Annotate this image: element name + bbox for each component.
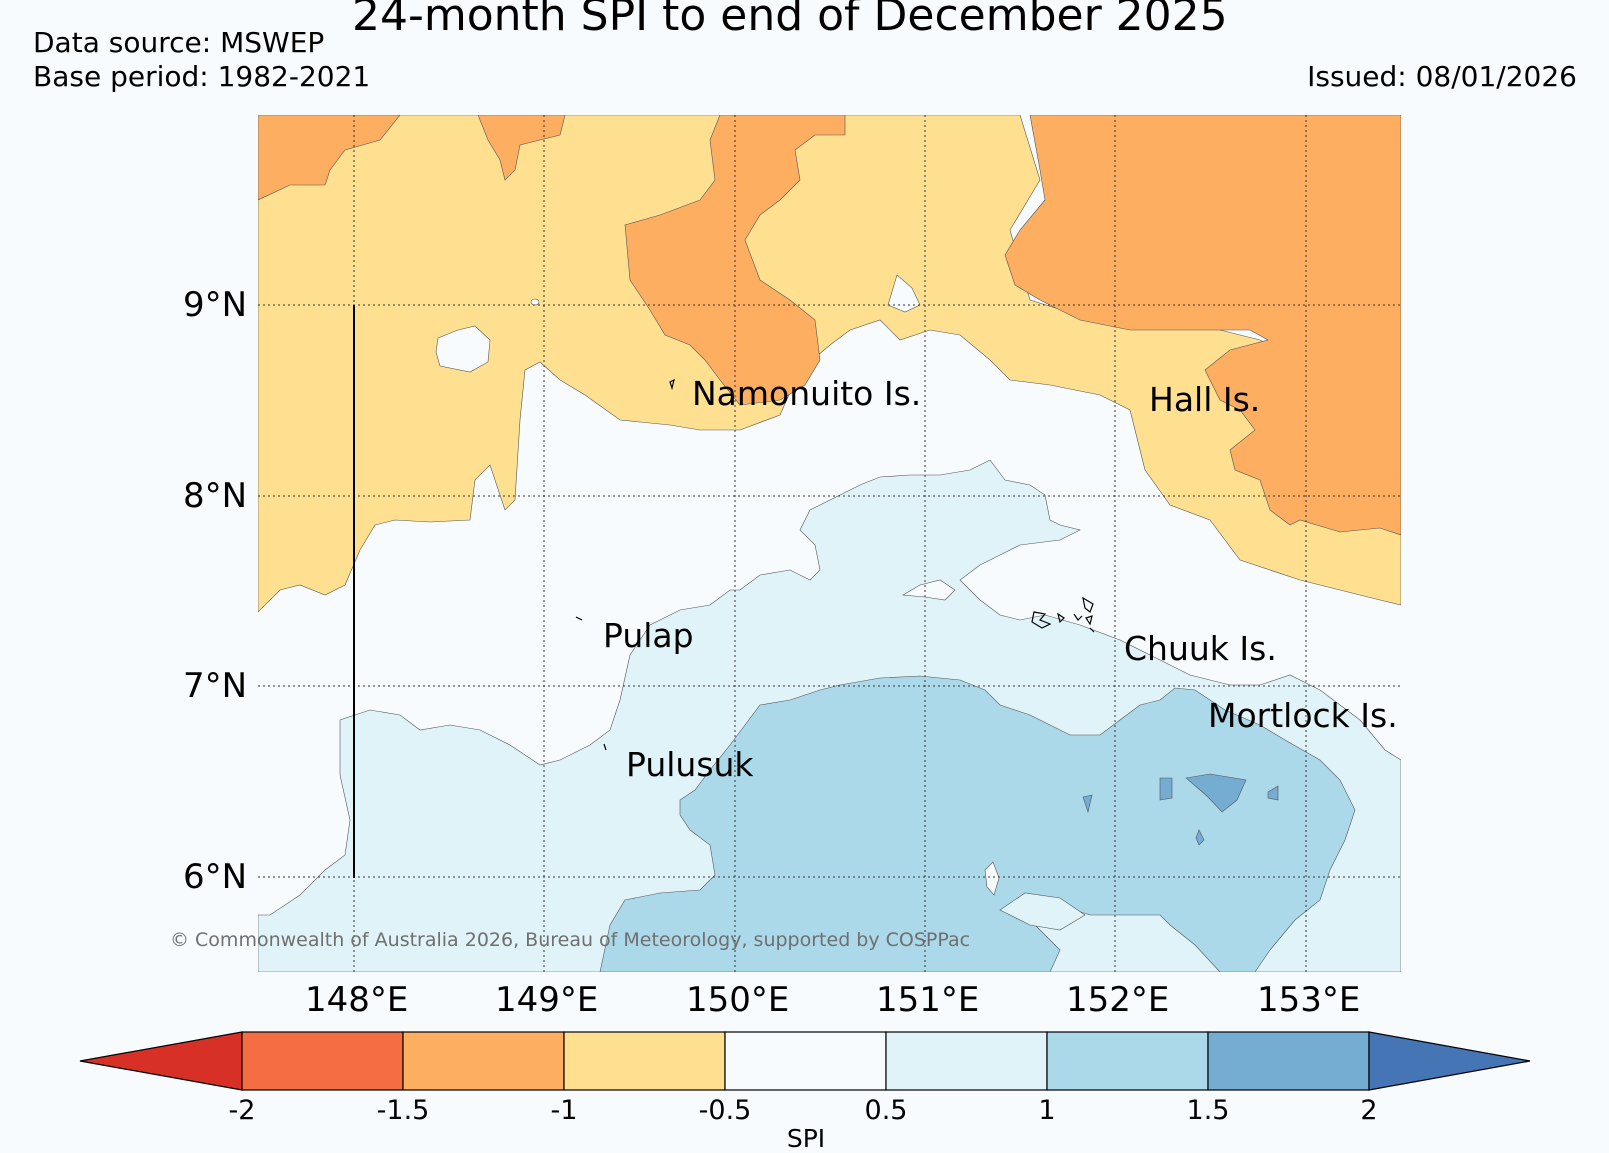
data-source-label: Data source: MSWEP (33, 26, 325, 59)
colorbar-tick-label: -0.5 (698, 1095, 752, 1126)
lat-label: 6°N (183, 857, 248, 897)
colorbar-swatch (402, 1031, 565, 1091)
copyright-notice: © Commonwealth of Australia 2026, Bureau… (170, 929, 971, 951)
lon-label: 153°E (1257, 980, 1361, 1020)
colorbar-swatch (241, 1031, 404, 1091)
gridlines (258, 115, 1401, 972)
lat-label: 7°N (183, 666, 248, 706)
island-outlines (575, 378, 1095, 751)
place-label-hall: Hall Is. (1149, 380, 1261, 419)
colorbar-tick-label: -2 (228, 1095, 256, 1126)
colorbar-tick-label: -1 (550, 1095, 578, 1126)
lon-label: 148°E (305, 980, 409, 1020)
wet-region (599, 675, 1356, 972)
near-normal-patch (887, 274, 921, 313)
lat-label: 9°N (183, 285, 248, 325)
very-wet-patch (1185, 773, 1247, 813)
moderately-wet-patch (999, 892, 1086, 931)
colorbar-title: SPI (786, 1124, 826, 1153)
colorbar-swatch (1207, 1031, 1370, 1091)
very-wet-patch (1267, 785, 1279, 801)
lat-label: 8°N (183, 476, 248, 516)
very-wet-patch (1082, 794, 1093, 814)
base-period-label: Base period: 1982-2021 (33, 60, 371, 93)
very-wet-patch (1195, 829, 1205, 846)
colorbar (79, 1031, 1531, 1091)
place-label-mortlock: Mortlock Is. (1208, 696, 1398, 735)
place-label-pulap: Pulap (603, 616, 694, 655)
lon-label: 151°E (876, 980, 980, 1020)
colorbar-tick-label: 1 (1038, 1095, 1056, 1126)
place-label-chuuk: Chuuk Is. (1124, 629, 1277, 668)
colorbar-tick-label: 1.5 (1186, 1095, 1230, 1126)
colorbar-extend-high (1368, 1031, 1531, 1091)
very-wet-patch (1159, 777, 1173, 801)
issued-date-label: Issued: 08/01/2026 (1307, 60, 1577, 93)
colorbar-tick-label: -1.5 (376, 1095, 430, 1126)
severely-dry-region (477, 115, 566, 181)
colorbar-tick-label: 0.5 (864, 1095, 908, 1126)
near-normal-patch (984, 861, 1000, 896)
map-title: 24-month SPI to end of December 2025 (352, 0, 1228, 41)
colorbar-tick-label: 2 (1360, 1095, 1378, 1126)
near-normal-patch (435, 325, 491, 373)
lon-label: 152°E (1066, 980, 1170, 1020)
lon-label: 149°E (495, 980, 599, 1020)
colorbar-swatch (1046, 1031, 1209, 1091)
severely-dry-region (1004, 115, 1401, 536)
lon-label: 150°E (686, 980, 790, 1020)
colorbar-swatch (885, 1031, 1048, 1091)
colorbar-swatch (724, 1031, 887, 1091)
severely-dry-region (258, 115, 401, 201)
place-label-namonuito: Namonuito Is. (692, 374, 922, 413)
colorbar-swatch (563, 1031, 726, 1091)
place-label-pulusuk: Pulusuk (626, 745, 754, 784)
colorbar-extend-low (79, 1031, 243, 1091)
